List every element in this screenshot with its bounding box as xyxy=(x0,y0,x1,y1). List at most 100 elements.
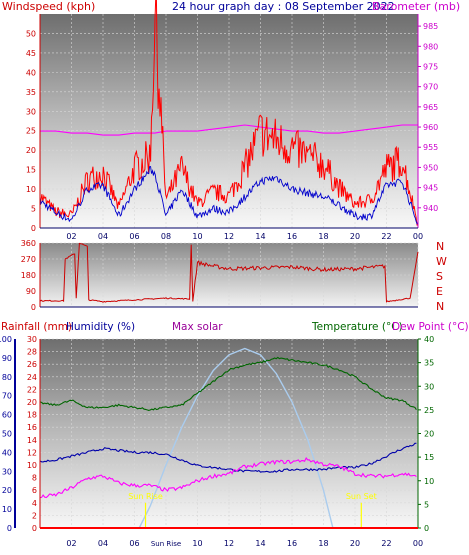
compass-label: S xyxy=(436,270,443,283)
direction-y-tick-label: 0 xyxy=(31,303,36,312)
wind-gust-series xyxy=(39,0,419,226)
rainfall-tick-label: 6 xyxy=(32,486,37,495)
barometer-tick-label: 945 xyxy=(423,184,438,193)
rainfall-tick-label: 10 xyxy=(27,461,37,470)
temperature-tick-label: 20 xyxy=(424,430,434,439)
wind-y-tick-label: 35 xyxy=(26,88,36,97)
direction-y-tick-label: 360 xyxy=(21,239,36,248)
barometer-series xyxy=(40,124,418,136)
temperature-tick-label: 15 xyxy=(424,453,434,462)
rainfall-tick-label: 8 xyxy=(32,474,37,483)
wind-x-tick-label: 12 xyxy=(224,232,234,241)
rainfall-tick-label: 22 xyxy=(27,385,37,394)
humidity-tick-label: 70 xyxy=(2,392,12,401)
rainfall-tick-label: 30 xyxy=(27,335,37,344)
compass-label: E xyxy=(436,285,443,298)
direction-y-tick-label: 90 xyxy=(26,287,36,296)
temperature-x-tick-label: 22 xyxy=(381,539,391,548)
temperature-panel-series: Sun Rise Sun Set xyxy=(39,347,417,529)
temperature-x-tick-label: 04 xyxy=(98,539,108,548)
wind-x-tick-label: 02 xyxy=(66,232,76,241)
rainfall-tick-label: 16 xyxy=(27,423,37,432)
temperature-tick-label: 5 xyxy=(424,500,429,509)
compass-label: W xyxy=(436,255,447,268)
rainfall-tick-label: 26 xyxy=(27,360,37,369)
humidity-tick-label: 100 xyxy=(0,335,12,344)
humidity-label: Humidity (%) xyxy=(66,321,135,333)
wind-y-tick-label: 45 xyxy=(26,49,36,58)
barometer-tick-label: 940 xyxy=(423,204,438,213)
temperature-x-tick-label: 00 xyxy=(413,539,423,548)
barometer-tick-label: 975 xyxy=(423,62,438,71)
rainfall-tick-label: 28 xyxy=(27,348,37,357)
temperature-x-tick-label: 16 xyxy=(287,539,297,548)
temperature-x-tick-label: 20 xyxy=(350,539,360,548)
wind-panel-series xyxy=(39,0,419,226)
temperature-x-tick-label: 02 xyxy=(66,539,76,548)
wind-x-tick-label: 16 xyxy=(287,232,297,241)
wind-x-tick-label: 14 xyxy=(255,232,265,241)
wind-y-tick-label: 25 xyxy=(26,127,36,136)
wind-direction-series xyxy=(39,242,419,303)
humidity-tick-label: 20 xyxy=(2,486,12,495)
rainfall-label: Rainfall (mm) xyxy=(1,321,72,333)
sunrise-label: Sun Rise xyxy=(128,492,163,501)
dewpoint-series xyxy=(39,456,417,499)
barometer-tick-label: 980 xyxy=(423,42,438,51)
temperature-tick-label: 40 xyxy=(424,335,434,344)
humidity-tick-label: 30 xyxy=(2,467,12,476)
rainfall-tick-label: 24 xyxy=(27,373,37,382)
rainfall-tick-label: 2 xyxy=(32,511,37,520)
wind-y-tick-label: 10 xyxy=(26,185,36,194)
sunrise-axis-label: Sun Rise xyxy=(151,540,181,548)
wind-y-tick-label: 20 xyxy=(26,146,36,155)
humidity-tick-label: 90 xyxy=(2,354,12,363)
humidity-tick-label: 60 xyxy=(2,411,12,420)
sunset-label: Sun Set xyxy=(346,492,377,501)
compass-label: N xyxy=(436,240,444,253)
direction-panel-series xyxy=(39,242,419,303)
temperature-x-tick-label: 06 xyxy=(129,539,139,548)
humidity-tick-label: 10 xyxy=(2,505,12,514)
barometer-tick-label: 965 xyxy=(423,103,438,112)
wind-x-tick-label: 22 xyxy=(381,232,391,241)
wind-x-tick-label: 04 xyxy=(98,232,108,241)
temperature-tick-label: 30 xyxy=(424,382,434,391)
max-solar-series xyxy=(138,347,334,529)
wind-panel-axes: 0 5 10 15 20 25 30 35 40 45 50 940 945 950 955 960 965 97… xyxy=(26,14,438,241)
barometer-tick-label: 955 xyxy=(423,143,438,152)
temperature-x-tick-label: 14 xyxy=(255,539,265,548)
windspeed-label: Windspeed (kph) xyxy=(2,0,95,13)
temperature-label: Temperature (°C) xyxy=(311,321,403,333)
rainfall-tick-label: 12 xyxy=(27,448,37,457)
wind-y-tick-label: 30 xyxy=(26,107,36,116)
wind-average-series xyxy=(39,166,419,225)
barometer-tick-label: 950 xyxy=(423,163,438,172)
graph-title: 24 hour graph day : 08 September 2022 xyxy=(172,0,395,13)
humidity-series xyxy=(39,442,417,473)
wind-x-tick-label: 18 xyxy=(318,232,328,241)
rainfall-tick-label: 20 xyxy=(27,398,37,407)
direction-y-tick-label: 270 xyxy=(21,255,36,264)
barometer-tick-label: 960 xyxy=(423,123,438,132)
wind-y-tick-label: 5 xyxy=(31,205,36,214)
temperature-series xyxy=(39,356,417,411)
wind-y-tick-label: 15 xyxy=(26,166,36,175)
humidity-tick-label: 80 xyxy=(2,373,12,382)
wind-x-tick-label: 08 xyxy=(161,232,171,241)
humidity-tick-label: 0 xyxy=(7,524,12,533)
solar-label: Max solar xyxy=(172,321,223,333)
temperature-tick-label: 10 xyxy=(424,477,434,486)
temperature-panel-axes: 0102030405060708090100024681012141618202… xyxy=(0,335,434,548)
rainfall-tick-label: 4 xyxy=(32,499,37,508)
temperature-x-tick-label: 18 xyxy=(318,539,328,548)
rainfall-tick-label: 0 xyxy=(32,524,37,533)
wind-x-tick-label: 20 xyxy=(350,232,360,241)
barometer-tick-label: 985 xyxy=(423,22,438,31)
wind-x-tick-label: 06 xyxy=(129,232,139,241)
wind-y-tick-label: 40 xyxy=(26,68,36,77)
barometer-tick-label: 970 xyxy=(423,83,438,92)
direction-y-tick-label: 180 xyxy=(21,271,36,280)
